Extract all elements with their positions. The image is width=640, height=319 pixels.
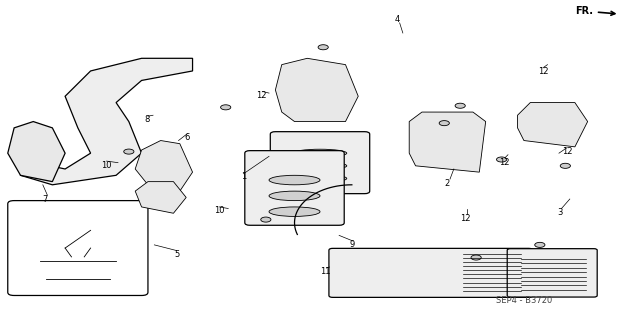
Ellipse shape [269, 175, 320, 185]
Text: 8: 8 [144, 115, 149, 124]
Text: 12: 12 [562, 147, 573, 156]
Polygon shape [20, 58, 193, 185]
Text: 10: 10 [101, 161, 112, 170]
Text: 10: 10 [214, 206, 225, 215]
Circle shape [455, 103, 465, 108]
Circle shape [124, 149, 134, 154]
Ellipse shape [293, 162, 347, 170]
FancyBboxPatch shape [508, 249, 597, 297]
Polygon shape [8, 122, 65, 182]
Circle shape [471, 255, 481, 260]
Circle shape [560, 163, 570, 168]
Text: 1: 1 [241, 172, 246, 182]
Ellipse shape [293, 149, 347, 157]
Text: 12: 12 [500, 158, 510, 167]
Circle shape [497, 157, 507, 162]
FancyBboxPatch shape [245, 151, 344, 225]
Text: 4: 4 [395, 15, 401, 24]
Text: 12: 12 [460, 213, 470, 222]
Text: 7: 7 [42, 195, 47, 204]
Text: 12: 12 [538, 67, 548, 76]
Text: SEP4 - B3720: SEP4 - B3720 [496, 296, 552, 305]
Text: FR.: FR. [575, 6, 615, 16]
FancyBboxPatch shape [329, 249, 532, 297]
Text: 3: 3 [557, 208, 563, 217]
Circle shape [535, 242, 545, 248]
FancyBboxPatch shape [270, 132, 370, 194]
Ellipse shape [269, 207, 320, 216]
Polygon shape [275, 58, 358, 122]
Circle shape [439, 121, 449, 126]
Text: 12: 12 [256, 91, 267, 100]
Text: 11: 11 [320, 267, 330, 276]
Polygon shape [135, 141, 193, 191]
Ellipse shape [293, 174, 347, 182]
Text: 5: 5 [174, 250, 179, 259]
Text: 6: 6 [185, 133, 190, 142]
Polygon shape [135, 182, 186, 213]
Polygon shape [518, 103, 588, 147]
Circle shape [260, 217, 271, 222]
Text: 9: 9 [349, 241, 355, 249]
Ellipse shape [269, 191, 320, 201]
Polygon shape [409, 112, 486, 172]
Circle shape [221, 105, 231, 110]
Circle shape [318, 45, 328, 50]
Text: 2: 2 [445, 179, 450, 188]
